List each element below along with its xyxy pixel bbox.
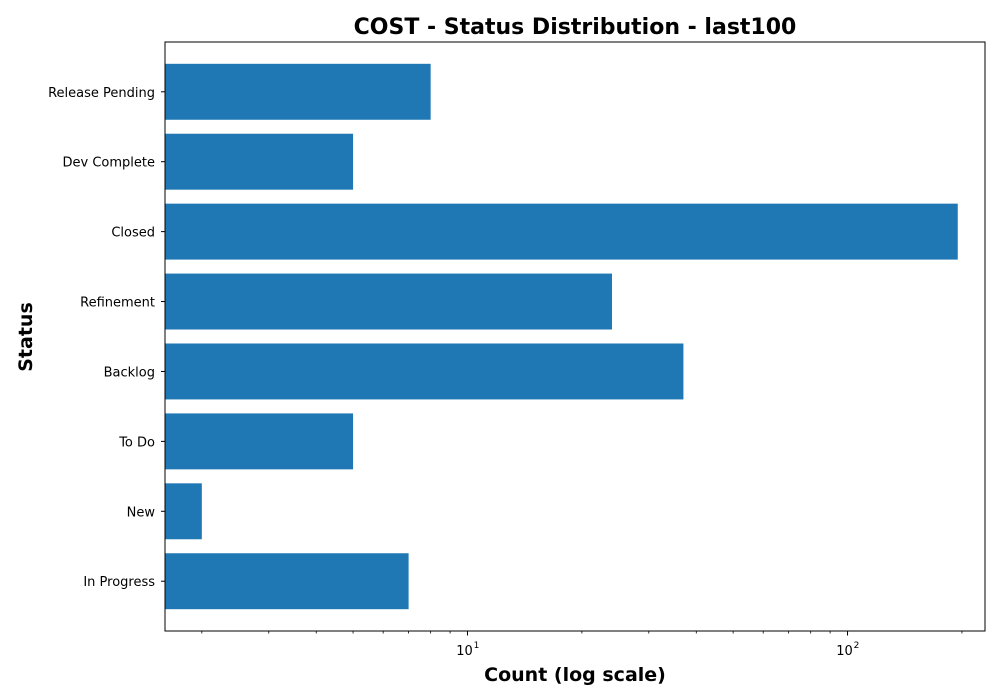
y-axis-ticks: In Progress New To Do Backlog Refinement Clos… (48, 86, 165, 590)
y-tick-label: New (127, 505, 156, 520)
y-tick-label: Refinement (80, 296, 155, 311)
bar-refinement (165, 273, 612, 330)
x-tick-label: 10 (836, 644, 853, 659)
y-tick-label: In Progress (83, 575, 155, 590)
bar-closed (165, 203, 958, 260)
y-tick-label: Release Pending (48, 86, 155, 101)
x-tick-exponent: 1 (474, 641, 480, 651)
y-tick-label: Dev Complete (63, 156, 156, 171)
plot-frame (164, 41, 986, 632)
y-axis-label: Status (15, 302, 37, 372)
bars-group (165, 63, 958, 610)
y-tick-label: To Do (118, 435, 155, 450)
x-axis-label: Count (log scale) (484, 664, 666, 686)
bar-backlog (165, 343, 684, 400)
y-tick-label: Closed (111, 226, 155, 241)
x-tick-exponent: 2 (854, 641, 860, 651)
bar-new (165, 483, 202, 540)
chart-title: COST - Status Distribution - last100 (354, 15, 797, 40)
bar-to-do (165, 413, 354, 470)
y-tick-label: Backlog (104, 365, 155, 380)
bar-in-progress (165, 553, 409, 610)
bar-dev-complete (165, 133, 354, 190)
x-tick-label: 10 (456, 644, 473, 659)
x-axis-ticks: 10 1 10 2 (201, 631, 963, 659)
bar-release-pending (165, 63, 431, 120)
